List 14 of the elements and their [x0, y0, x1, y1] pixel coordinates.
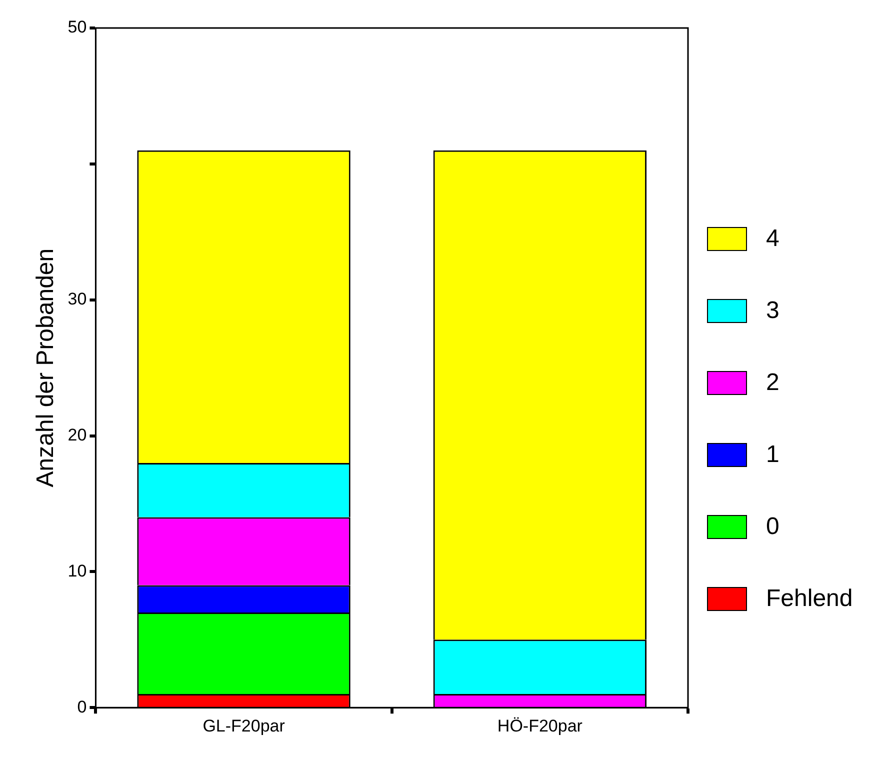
legend-label: 1 — [766, 441, 780, 469]
y-tick-label: 0 — [77, 697, 87, 716]
legend-label: 3 — [766, 297, 780, 325]
y-tick-label: 50 — [68, 18, 87, 37]
y-tick-label: 30 — [68, 290, 87, 309]
y-tick-label: 20 — [68, 425, 87, 444]
x-tick-label: HÖ-F20par — [497, 716, 583, 736]
legend-label: 0 — [766, 513, 780, 541]
legend-label: 2 — [766, 369, 780, 397]
y-axis-title: Anzahl der Probanden — [32, 248, 60, 488]
legend-label: Fehlend — [766, 585, 853, 613]
legend-label: 4 — [766, 225, 780, 253]
x-tick-label: GL-F20par — [202, 716, 286, 736]
y-tick-label: 10 — [68, 561, 87, 580]
